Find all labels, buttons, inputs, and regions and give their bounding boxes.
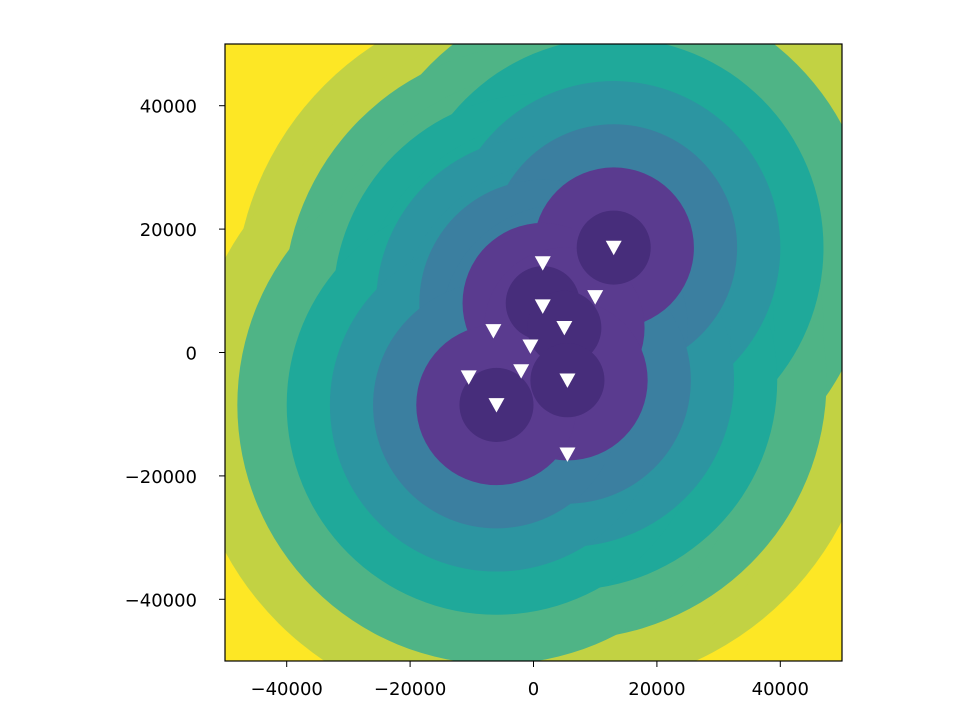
marker-6 — [522, 339, 539, 354]
y-tick-label-0: −40000 — [125, 590, 197, 611]
y-tick-4: 40000 — [140, 97, 225, 118]
x-tick-2: 0 — [528, 661, 539, 700]
y-tick-1: −20000 — [125, 467, 225, 488]
y-axis: −40000 −20000 0 20000 40000 — [125, 97, 225, 611]
y-tick-0: −40000 — [125, 590, 225, 611]
x-tick-3: 20000 — [628, 661, 686, 700]
x-axis: −40000 −20000 0 20000 40000 — [251, 661, 809, 700]
y-tick-label-1: −20000 — [125, 467, 197, 488]
x-tick-4: 40000 — [752, 661, 809, 700]
marker-7 — [513, 364, 530, 379]
marker-1 — [534, 256, 551, 271]
marker-0 — [605, 240, 622, 256]
y-tick-label-4: 40000 — [140, 97, 197, 118]
x-tick-1: −20000 — [374, 661, 446, 700]
contour-fill-layer — [225, 44, 842, 661]
marker-11 — [559, 447, 576, 462]
marker-5 — [485, 324, 502, 339]
x-tick-label-2: 0 — [528, 679, 539, 700]
x-tick-label-4: 40000 — [752, 679, 809, 700]
y-tick-label-2: 0 — [186, 344, 197, 365]
y-tick-3: 20000 — [140, 220, 225, 241]
marker-layer — [460, 240, 622, 462]
x-tick-label-0: −40000 — [251, 679, 323, 700]
marker-2 — [534, 299, 551, 314]
y-tick-2: 0 — [186, 344, 225, 365]
y-tick-label-3: 20000 — [140, 220, 197, 241]
marker-10 — [488, 398, 505, 413]
x-tick-label-3: 20000 — [628, 679, 685, 700]
marker-3 — [587, 290, 604, 305]
x-tick-label-1: −20000 — [374, 679, 446, 700]
x-tick-0: −40000 — [251, 661, 323, 700]
marker-4 — [556, 321, 573, 336]
marker-8 — [460, 370, 477, 385]
marker-9 — [559, 373, 576, 388]
